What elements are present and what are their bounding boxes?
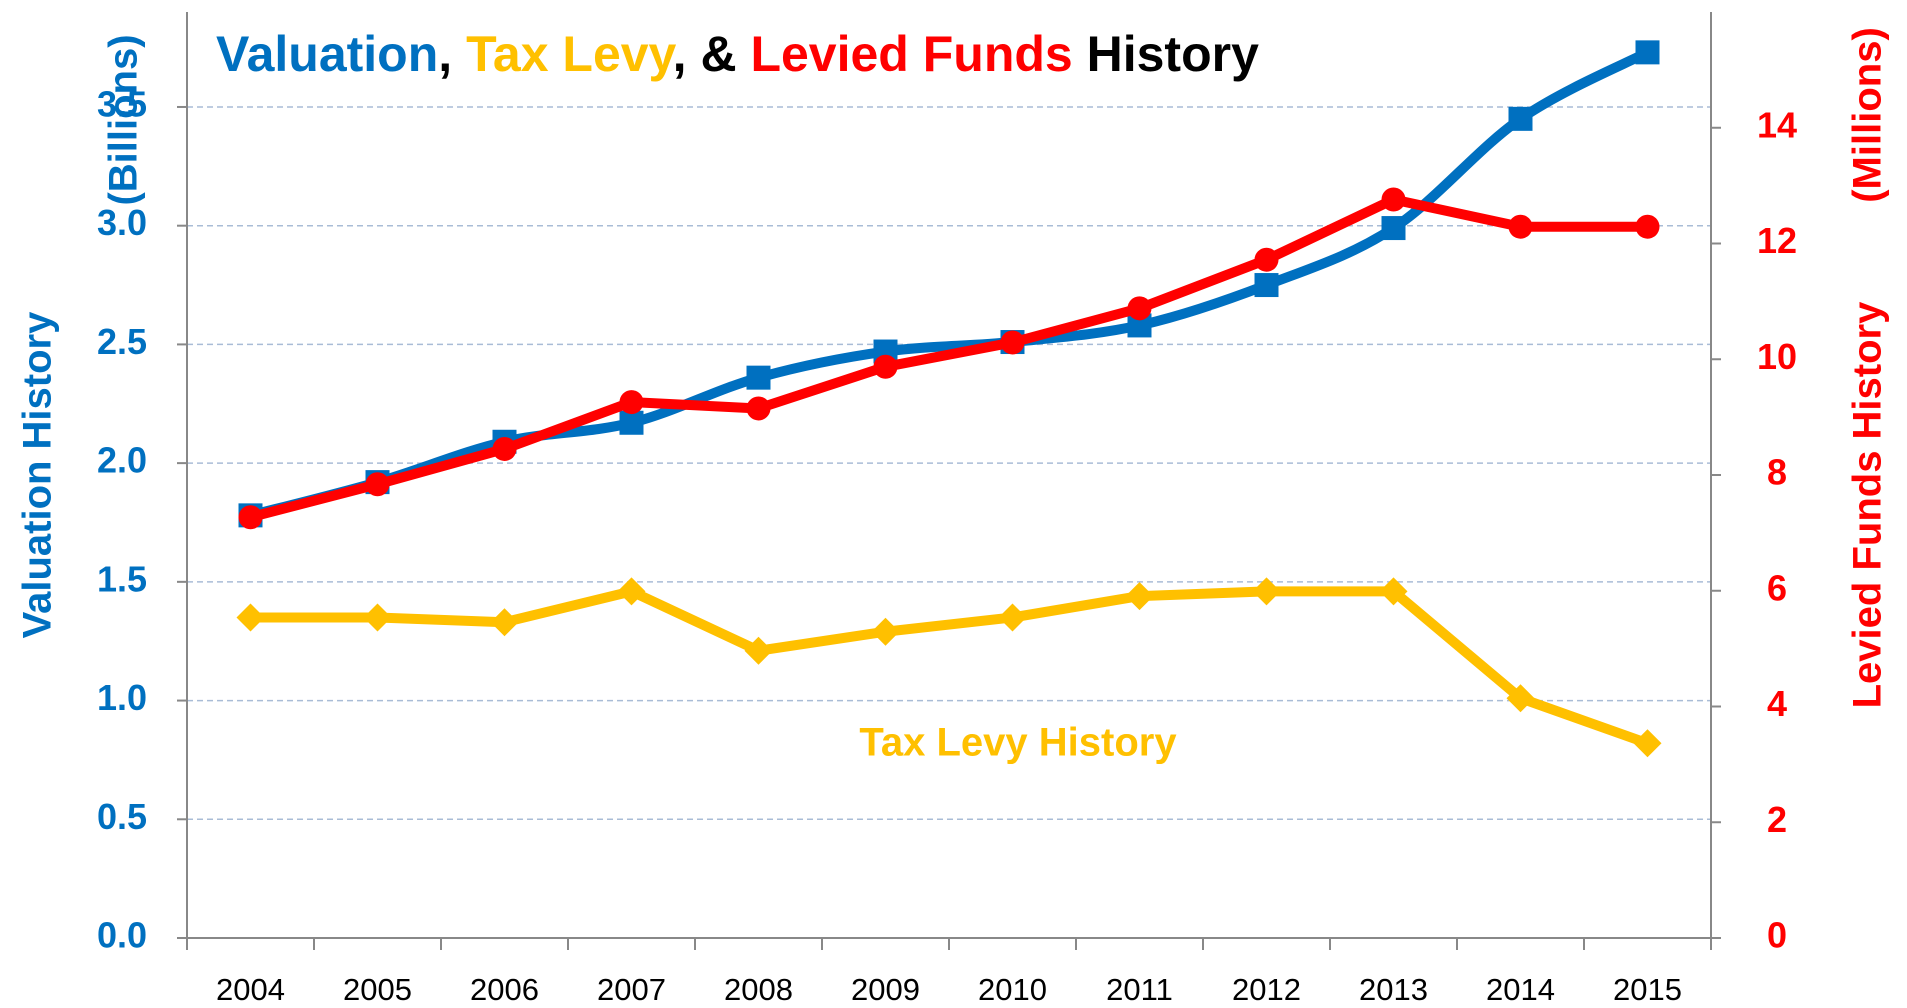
y-axis-unit: (Billions) (102, 34, 146, 205)
x-tick-label: 2011 (1106, 972, 1173, 1007)
y-tick-label: 0.5 (97, 796, 147, 837)
marker (619, 390, 644, 415)
marker (1381, 216, 1406, 241)
marker (365, 472, 390, 497)
marker (1506, 684, 1535, 713)
chart-title: Valuation, Tax Levy, & Levied Funds Hist… (216, 26, 1259, 82)
x-tick-label: 2006 (470, 972, 539, 1007)
y-tick-label: 2.0 (97, 440, 147, 481)
y-axis-label: Valuation History (16, 311, 60, 638)
y2-tick-label: 6 (1767, 567, 1787, 608)
marker (1000, 330, 1025, 355)
y2-tick-label: 8 (1767, 452, 1787, 493)
x-tick-label: 2009 (851, 972, 920, 1007)
marker (998, 603, 1027, 632)
y-tick-label: 3.5 (97, 83, 147, 124)
marker (746, 396, 771, 421)
marker (746, 365, 771, 390)
y2-tick-label: 14 (1757, 104, 1797, 145)
title-part: Tax Levy (466, 26, 676, 82)
marker (1254, 247, 1279, 272)
y-tick-label: 0.0 (97, 915, 147, 956)
marker (1254, 273, 1279, 298)
marker (1379, 577, 1408, 606)
x-tick-label: 2014 (1486, 972, 1555, 1007)
x-tick-label: 2008 (724, 972, 793, 1007)
title-part: , & (673, 26, 751, 82)
y-tick-label: 1.5 (97, 558, 147, 599)
series-line (250, 586, 1650, 749)
marker (1252, 577, 1281, 606)
marker (1635, 40, 1660, 65)
x-tick-label: 2005 (343, 972, 412, 1007)
y2-tick-label: 12 (1757, 220, 1797, 261)
marker (492, 436, 517, 461)
y-tick-label: 2.5 (97, 321, 147, 362)
series-line (249, 194, 1648, 523)
annotation: Tax Levy History (859, 721, 1177, 765)
title-part: History (1073, 26, 1259, 82)
marker (617, 577, 646, 606)
title-part: Levied Funds (750, 26, 1072, 82)
y-tick-label: 1.0 (97, 677, 147, 718)
marker (1381, 187, 1406, 212)
marker (1125, 582, 1154, 611)
marker (619, 410, 644, 435)
x-tick-label: 2012 (1232, 972, 1301, 1007)
y2-tick-label: 10 (1757, 336, 1797, 377)
marker (236, 603, 265, 632)
series-line (249, 47, 1650, 521)
y2-tick-label: 0 (1767, 915, 1787, 956)
marker (238, 505, 263, 530)
x-tick-label: 2007 (597, 972, 666, 1007)
marker (873, 354, 898, 379)
y2-axis-label: Levied Funds History (1846, 301, 1890, 708)
y2-tick-label: 4 (1767, 683, 1787, 724)
y-tick-label: 3.0 (97, 202, 147, 243)
marker (1633, 729, 1662, 758)
marker (1635, 214, 1660, 239)
y2-axis-unit: (Millions) (1846, 27, 1890, 203)
marker (1127, 296, 1152, 321)
marker (744, 636, 773, 665)
x-tick-label: 2015 (1613, 972, 1682, 1007)
marker (363, 603, 392, 632)
marker (871, 617, 900, 646)
title-part: Valuation (216, 26, 438, 82)
marker (1508, 106, 1533, 131)
title-part: , (438, 26, 466, 82)
x-tick-label: 2010 (978, 972, 1047, 1007)
marker (1508, 214, 1533, 239)
marker (490, 608, 519, 637)
x-tick-label: 2004 (216, 972, 285, 1007)
y2-tick-label: 2 (1767, 799, 1787, 840)
x-tick-label: 2013 (1359, 972, 1428, 1007)
